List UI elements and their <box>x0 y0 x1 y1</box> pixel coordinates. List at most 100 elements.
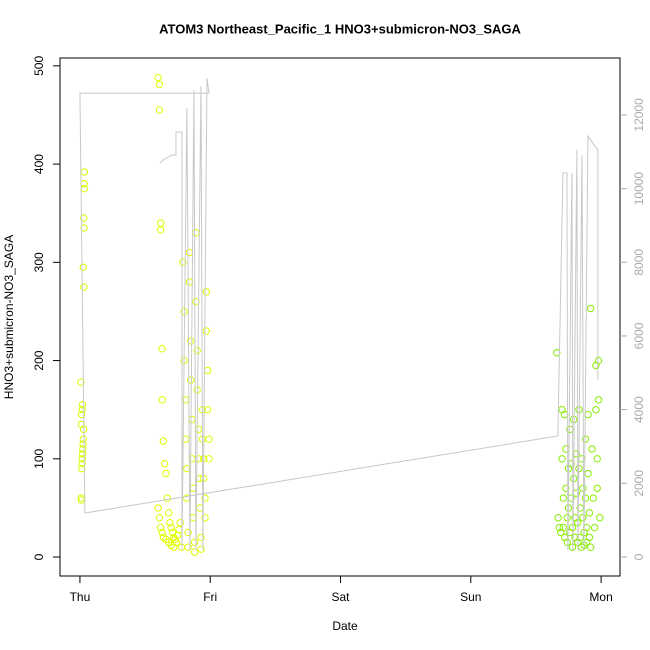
point <box>555 523 564 532</box>
point <box>579 514 587 522</box>
point <box>164 509 173 517</box>
point <box>77 420 85 429</box>
point <box>586 543 595 551</box>
point <box>590 523 599 532</box>
point <box>158 345 166 353</box>
point <box>558 405 566 414</box>
point <box>79 440 87 448</box>
point <box>559 523 568 532</box>
point <box>176 518 184 527</box>
x-tick-label: Thu <box>70 590 91 604</box>
point <box>188 415 196 424</box>
point <box>160 460 169 468</box>
point <box>593 455 601 463</box>
plot-box <box>59 57 621 577</box>
point <box>596 514 604 522</box>
point <box>157 226 165 234</box>
point <box>183 464 191 473</box>
point <box>175 525 183 534</box>
point <box>184 528 192 537</box>
point <box>193 347 201 355</box>
point <box>202 288 211 296</box>
x-tick-label: Sat <box>332 590 351 604</box>
point <box>586 304 595 313</box>
x-tick-label: Mon <box>589 590 612 604</box>
y2-tick-label: 0 <box>632 553 646 560</box>
point <box>154 504 162 512</box>
y2-tick-label: 4000 <box>632 396 646 423</box>
point <box>78 455 86 463</box>
point <box>562 445 570 453</box>
y2-tick-label: 8000 <box>632 249 646 276</box>
point <box>562 484 570 492</box>
point <box>584 410 592 419</box>
point <box>192 229 200 237</box>
point <box>579 484 587 492</box>
point <box>79 435 88 443</box>
point <box>560 533 569 542</box>
point <box>155 80 164 89</box>
point <box>78 405 86 414</box>
y2-tick-label: 12000 <box>632 98 646 132</box>
point <box>78 450 87 458</box>
point <box>584 469 592 478</box>
point <box>592 405 600 414</box>
point <box>80 224 88 232</box>
point <box>155 514 164 522</box>
point <box>158 396 166 404</box>
point <box>80 283 88 291</box>
point <box>585 533 594 542</box>
point <box>186 337 195 345</box>
point <box>563 514 571 522</box>
point <box>202 327 211 335</box>
point <box>589 494 597 502</box>
point <box>185 248 194 257</box>
point <box>559 494 568 502</box>
point <box>162 469 170 478</box>
point <box>201 514 209 522</box>
y-tick-label: 300 <box>32 252 46 272</box>
point <box>197 545 205 553</box>
point <box>554 514 562 522</box>
y-axis-label: HNO3+submicron-NO3_SAGA <box>2 235 16 399</box>
altitude-line <box>79 78 599 550</box>
point <box>553 349 561 357</box>
point <box>78 460 86 468</box>
point <box>78 401 87 409</box>
point <box>158 528 166 537</box>
point <box>196 504 204 512</box>
point <box>80 168 89 176</box>
y-tick-label: 500 <box>32 56 46 76</box>
point <box>594 396 603 404</box>
point <box>190 538 199 547</box>
point <box>558 455 566 463</box>
y2-tick-label: 10000 <box>632 172 646 206</box>
point <box>78 464 86 473</box>
point <box>155 106 164 114</box>
point <box>203 366 212 375</box>
point <box>170 543 178 551</box>
point <box>185 278 194 286</box>
point <box>190 548 199 556</box>
point <box>79 445 87 453</box>
point <box>167 523 175 532</box>
point <box>568 543 577 551</box>
y2-tick-label: 6000 <box>632 322 646 349</box>
point <box>163 494 171 502</box>
point <box>77 378 85 386</box>
point <box>563 538 571 547</box>
point <box>80 180 88 188</box>
point <box>154 73 162 82</box>
point <box>166 518 174 527</box>
point <box>560 410 569 419</box>
x-tick-label: Sun <box>460 590 481 604</box>
point <box>585 509 594 517</box>
y-tick-label: 200 <box>32 350 46 370</box>
y-tick-label: 0 <box>32 553 46 560</box>
point <box>194 425 203 434</box>
point <box>594 356 603 365</box>
point <box>159 437 168 445</box>
point <box>179 258 187 267</box>
point <box>157 219 165 227</box>
